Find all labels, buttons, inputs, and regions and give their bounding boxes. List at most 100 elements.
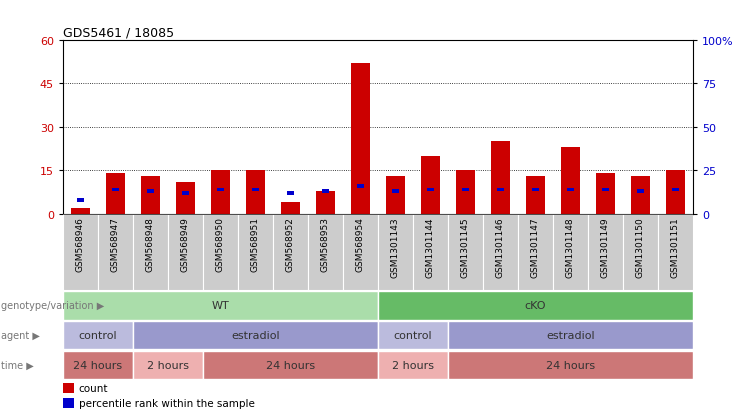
Text: percentile rank within the sample: percentile rank within the sample	[79, 398, 255, 408]
FancyBboxPatch shape	[63, 291, 378, 320]
Text: estradiol: estradiol	[231, 330, 280, 340]
Text: control: control	[393, 330, 432, 340]
Bar	[462, 188, 469, 192]
Text: cKO: cKO	[525, 301, 546, 311]
Text: GSM1301147: GSM1301147	[531, 217, 540, 277]
Bar	[176, 183, 195, 214]
FancyBboxPatch shape	[658, 214, 693, 291]
Bar	[63, 398, 74, 408]
Text: GSM568952: GSM568952	[286, 217, 295, 271]
Text: GDS5461 / 18085: GDS5461 / 18085	[63, 27, 174, 40]
FancyBboxPatch shape	[378, 351, 448, 380]
FancyBboxPatch shape	[238, 214, 273, 291]
Bar	[217, 188, 224, 192]
Text: GSM1301145: GSM1301145	[461, 217, 470, 277]
FancyBboxPatch shape	[448, 351, 693, 380]
Text: GSM568949: GSM568949	[181, 217, 190, 271]
Bar	[316, 191, 335, 214]
Text: agent ▶: agent ▶	[1, 330, 39, 340]
Bar	[561, 148, 580, 214]
Bar	[141, 177, 160, 214]
Bar	[532, 188, 539, 192]
FancyBboxPatch shape	[448, 214, 483, 291]
Text: GSM568948: GSM568948	[146, 217, 155, 271]
Bar	[456, 171, 475, 214]
Bar	[427, 188, 434, 192]
Bar	[491, 142, 510, 214]
Bar	[631, 177, 650, 214]
Bar	[71, 209, 90, 214]
Bar	[77, 199, 84, 202]
Text: GSM568953: GSM568953	[321, 217, 330, 271]
Bar	[671, 188, 679, 192]
Bar	[602, 188, 609, 192]
FancyBboxPatch shape	[553, 214, 588, 291]
Bar	[287, 192, 294, 195]
Bar	[147, 190, 154, 194]
Text: genotype/variation ▶: genotype/variation ▶	[1, 301, 104, 311]
Bar	[356, 185, 364, 188]
Bar	[496, 188, 504, 192]
Bar	[596, 174, 615, 214]
Bar	[637, 190, 644, 194]
FancyBboxPatch shape	[448, 321, 693, 350]
FancyBboxPatch shape	[518, 214, 553, 291]
FancyBboxPatch shape	[378, 291, 693, 320]
Text: GSM1301149: GSM1301149	[601, 217, 610, 277]
FancyBboxPatch shape	[308, 214, 343, 291]
Text: control: control	[79, 330, 117, 340]
Text: GSM1301143: GSM1301143	[391, 217, 400, 277]
Bar	[106, 174, 125, 214]
FancyBboxPatch shape	[98, 214, 133, 291]
Bar	[246, 171, 265, 214]
Bar	[322, 190, 329, 194]
Text: WT: WT	[212, 301, 229, 311]
Text: 2 hours: 2 hours	[392, 360, 434, 370]
Text: 24 hours: 24 hours	[266, 360, 315, 370]
Text: GSM1301144: GSM1301144	[426, 217, 435, 277]
Bar	[112, 188, 119, 192]
Bar	[252, 188, 259, 192]
Bar	[665, 171, 685, 214]
FancyBboxPatch shape	[63, 214, 98, 291]
Bar	[386, 177, 405, 214]
FancyBboxPatch shape	[273, 214, 308, 291]
FancyBboxPatch shape	[168, 214, 203, 291]
FancyBboxPatch shape	[133, 321, 378, 350]
FancyBboxPatch shape	[133, 214, 168, 291]
Text: GSM568947: GSM568947	[111, 217, 120, 271]
Text: GSM568951: GSM568951	[251, 217, 260, 271]
Bar	[526, 177, 545, 214]
Bar	[421, 157, 440, 214]
FancyBboxPatch shape	[133, 351, 203, 380]
FancyBboxPatch shape	[63, 321, 133, 350]
Bar	[567, 188, 574, 192]
Text: time ▶: time ▶	[1, 360, 33, 370]
FancyBboxPatch shape	[63, 351, 133, 380]
Text: GSM1301148: GSM1301148	[566, 217, 575, 277]
Text: estradiol: estradiol	[546, 330, 595, 340]
FancyBboxPatch shape	[588, 214, 623, 291]
Text: GSM568954: GSM568954	[356, 217, 365, 271]
Text: 24 hours: 24 hours	[546, 360, 595, 370]
Text: GSM1301150: GSM1301150	[636, 217, 645, 277]
Text: 2 hours: 2 hours	[147, 360, 189, 370]
Bar	[350, 64, 370, 214]
Bar	[281, 203, 300, 214]
Text: GSM1301151: GSM1301151	[671, 217, 679, 277]
Text: GSM568946: GSM568946	[76, 217, 85, 271]
FancyBboxPatch shape	[378, 321, 448, 350]
FancyBboxPatch shape	[343, 214, 378, 291]
FancyBboxPatch shape	[483, 214, 518, 291]
Bar	[182, 192, 189, 195]
Bar	[63, 383, 74, 393]
FancyBboxPatch shape	[413, 214, 448, 291]
FancyBboxPatch shape	[378, 214, 413, 291]
FancyBboxPatch shape	[203, 214, 238, 291]
Text: 24 hours: 24 hours	[73, 360, 122, 370]
Bar	[392, 190, 399, 194]
Text: GSM568950: GSM568950	[216, 217, 225, 271]
Bar	[211, 171, 230, 214]
Text: count: count	[79, 383, 108, 393]
Text: GSM1301146: GSM1301146	[496, 217, 505, 277]
